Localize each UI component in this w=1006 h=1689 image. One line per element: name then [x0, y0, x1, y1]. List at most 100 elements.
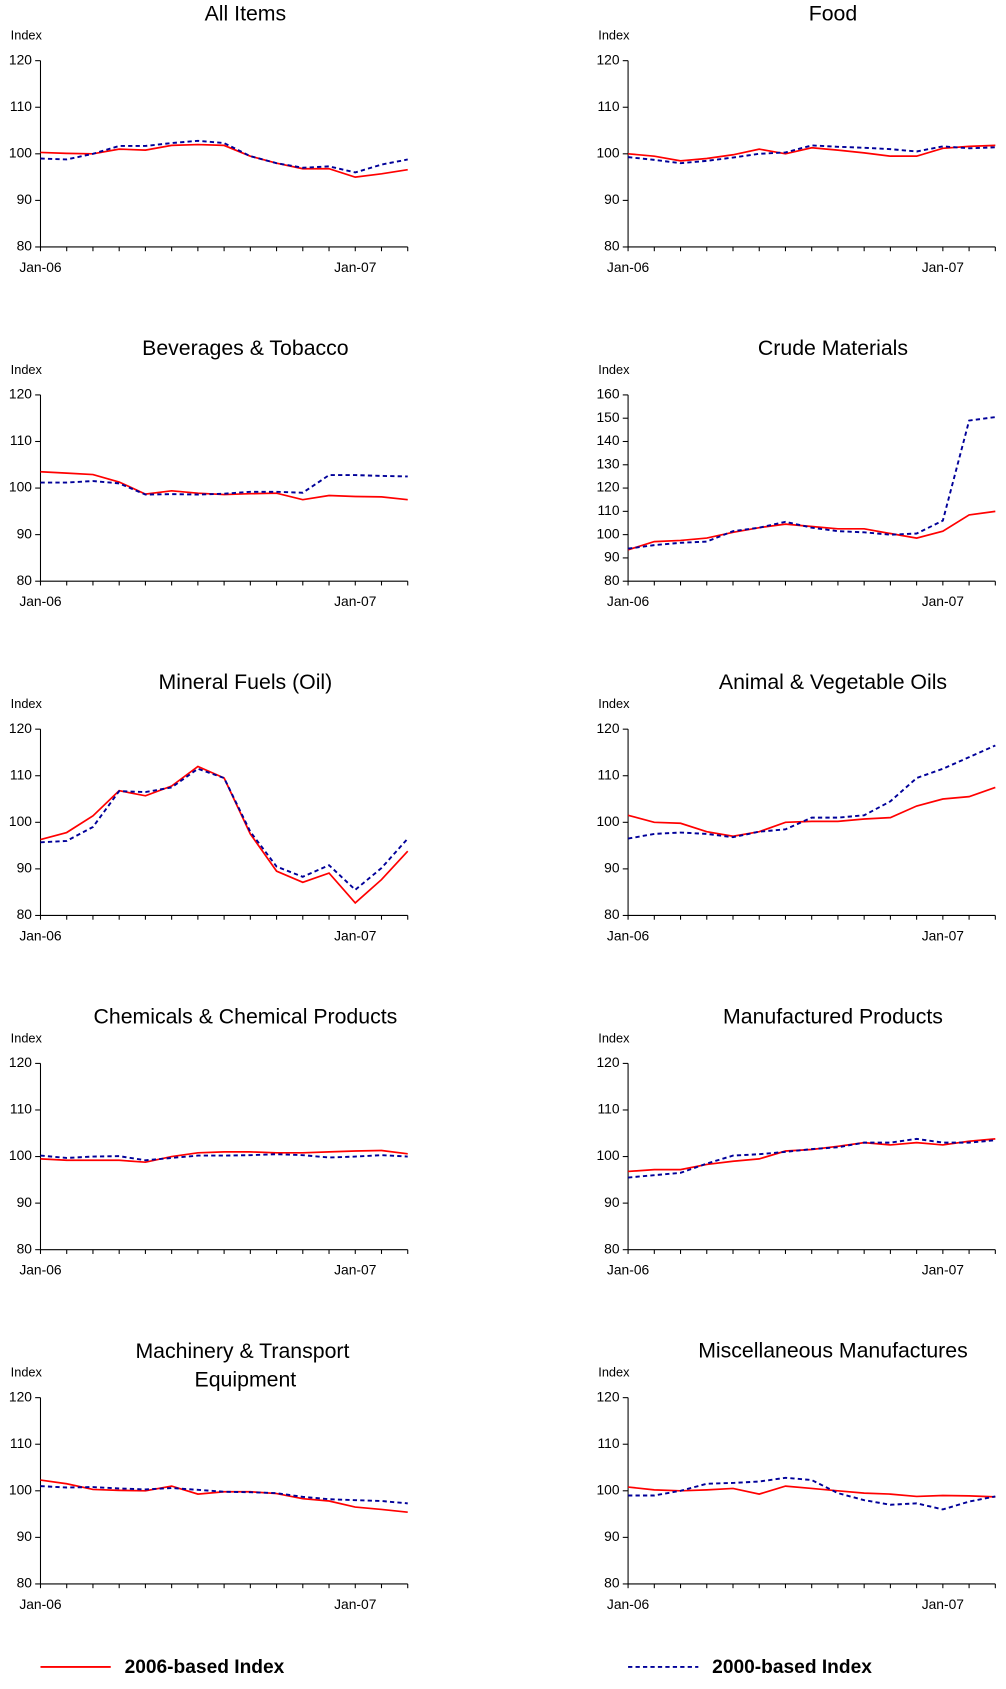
y-tick-label: 80 — [604, 572, 620, 588]
y-tick-label: 90 — [17, 860, 33, 876]
y-tick-label: 120 — [596, 1388, 619, 1404]
y-axis-label: Index — [598, 28, 630, 43]
y-axis-label: Index — [11, 1365, 43, 1380]
series-line — [627, 510, 996, 551]
y-tick-label: 140 — [596, 432, 619, 448]
series-line — [627, 144, 996, 162]
y-axis-label: Index — [11, 696, 43, 711]
y-tick-label: 110 — [10, 432, 32, 448]
y-tick-label: 90 — [17, 525, 33, 541]
y-axis-label: Index — [598, 362, 630, 377]
chart-title: Animal & Vegetable Oils — [719, 670, 947, 694]
y-tick-label: 80 — [17, 1240, 33, 1256]
title-line: Machinery & Transport — [135, 1339, 355, 1363]
series-line — [627, 786, 996, 838]
x-tick-label: Jan-07 — [922, 927, 964, 943]
y-tick-label: 100 — [9, 813, 32, 829]
chart-title: Food — [809, 2, 857, 26]
y-tick-label: 120 — [9, 51, 32, 67]
x-tick-label: Jan-06 — [19, 593, 62, 609]
x-tick-label: Jan-07 — [334, 927, 376, 943]
y-tick-label: 80 — [604, 1240, 620, 1256]
y-tick-label: 80 — [17, 1575, 33, 1591]
y-tick-label: 90 — [604, 191, 620, 207]
y-tick-label: 120 — [596, 479, 619, 495]
y-tick-label: 120 — [596, 720, 619, 736]
y-axis-label: Index — [598, 1030, 630, 1045]
chart-title: Beverages & Tobacco — [142, 336, 349, 360]
y-tick-label: 100 — [9, 479, 32, 495]
y-axis-label: Index — [598, 1365, 630, 1380]
y-tick-label: 120 — [9, 1388, 32, 1404]
y-tick-label: 90 — [17, 191, 33, 207]
legend-label: 2006-based Index — [125, 1657, 285, 1678]
y-tick-label: 100 — [596, 1147, 619, 1163]
y-tick-label: 100 — [9, 1481, 32, 1497]
y-tick-label: 80 — [17, 906, 33, 922]
y-tick-label: 80 — [17, 238, 33, 254]
series-line — [40, 1479, 408, 1514]
x-tick-label: Jan-06 — [607, 1596, 650, 1612]
series-line — [628, 1138, 996, 1173]
y-tick-label: 120 — [9, 386, 32, 402]
x-tick-label: Jan-06 — [607, 259, 650, 275]
series-line — [40, 1149, 408, 1164]
y-tick-label: 80 — [604, 238, 620, 254]
y-tick-label: 110 — [598, 766, 620, 782]
x-tick-label: Jan-07 — [922, 1596, 964, 1612]
chart-title: Machinery & Transport Equipment — [135, 1339, 355, 1392]
y-tick-label: 160 — [596, 386, 619, 402]
y-tick-label: 120 — [9, 720, 32, 736]
series-line — [627, 1137, 996, 1179]
y-tick-label: 110 — [10, 98, 32, 114]
x-tick-label: Jan-07 — [334, 259, 376, 275]
series-line — [627, 144, 996, 165]
y-tick-label: 110 — [10, 1435, 32, 1451]
y-tick-label: 90 — [17, 1194, 33, 1210]
y-tick-label: 150 — [596, 409, 619, 425]
x-tick-label: Jan-07 — [334, 1262, 376, 1278]
series-line — [627, 1485, 996, 1498]
y-axis-label: Index — [11, 362, 43, 377]
y-tick-label: 110 — [598, 98, 620, 114]
series-line — [40, 765, 409, 905]
y-tick-label: 100 — [596, 144, 619, 160]
legend-label: 2000-based Index — [712, 1657, 872, 1678]
x-tick-label: Jan-07 — [334, 593, 376, 609]
chart-title: Manufactured Products — [723, 1004, 943, 1028]
y-tick-label: 120 — [9, 1054, 32, 1070]
series-line — [40, 470, 408, 501]
y-tick-label: 80 — [604, 1575, 620, 1591]
x-tick-label: Jan-06 — [607, 1262, 650, 1278]
series-line — [40, 474, 408, 496]
x-tick-label: Jan-07 — [922, 259, 964, 275]
y-tick-label: 100 — [596, 1481, 619, 1497]
series-line — [627, 744, 996, 840]
y-tick-label: 90 — [604, 549, 620, 565]
title-line: Equipment — [195, 1367, 297, 1391]
y-tick-label: 120 — [596, 1054, 619, 1070]
x-tick-label: Jan-06 — [607, 593, 650, 609]
y-tick-label: 110 — [598, 502, 620, 518]
y-tick-label: 80 — [17, 572, 33, 588]
y-tick-label: 130 — [596, 455, 619, 471]
y-tick-label: 110 — [598, 1101, 620, 1117]
series-line — [40, 767, 409, 892]
y-tick-label: 90 — [17, 1528, 33, 1544]
x-tick-label: Jan-06 — [607, 927, 650, 943]
x-tick-label: Jan-06 — [19, 259, 62, 275]
y-tick-label: 110 — [598, 1435, 620, 1451]
series-line — [40, 1153, 408, 1162]
x-tick-label: Jan-07 — [922, 1262, 964, 1278]
x-tick-label: Jan-07 — [334, 1596, 376, 1612]
chart-title: Miscellaneous Manufactures — [698, 1339, 968, 1363]
series-line — [40, 139, 408, 174]
series-line — [40, 143, 408, 178]
y-tick-label: 110 — [10, 766, 32, 782]
y-axis-label: Index — [598, 696, 630, 711]
y-tick-label: 90 — [604, 1194, 620, 1210]
y-tick-label: 100 — [596, 813, 619, 829]
x-tick-label: Jan-06 — [19, 1596, 62, 1612]
